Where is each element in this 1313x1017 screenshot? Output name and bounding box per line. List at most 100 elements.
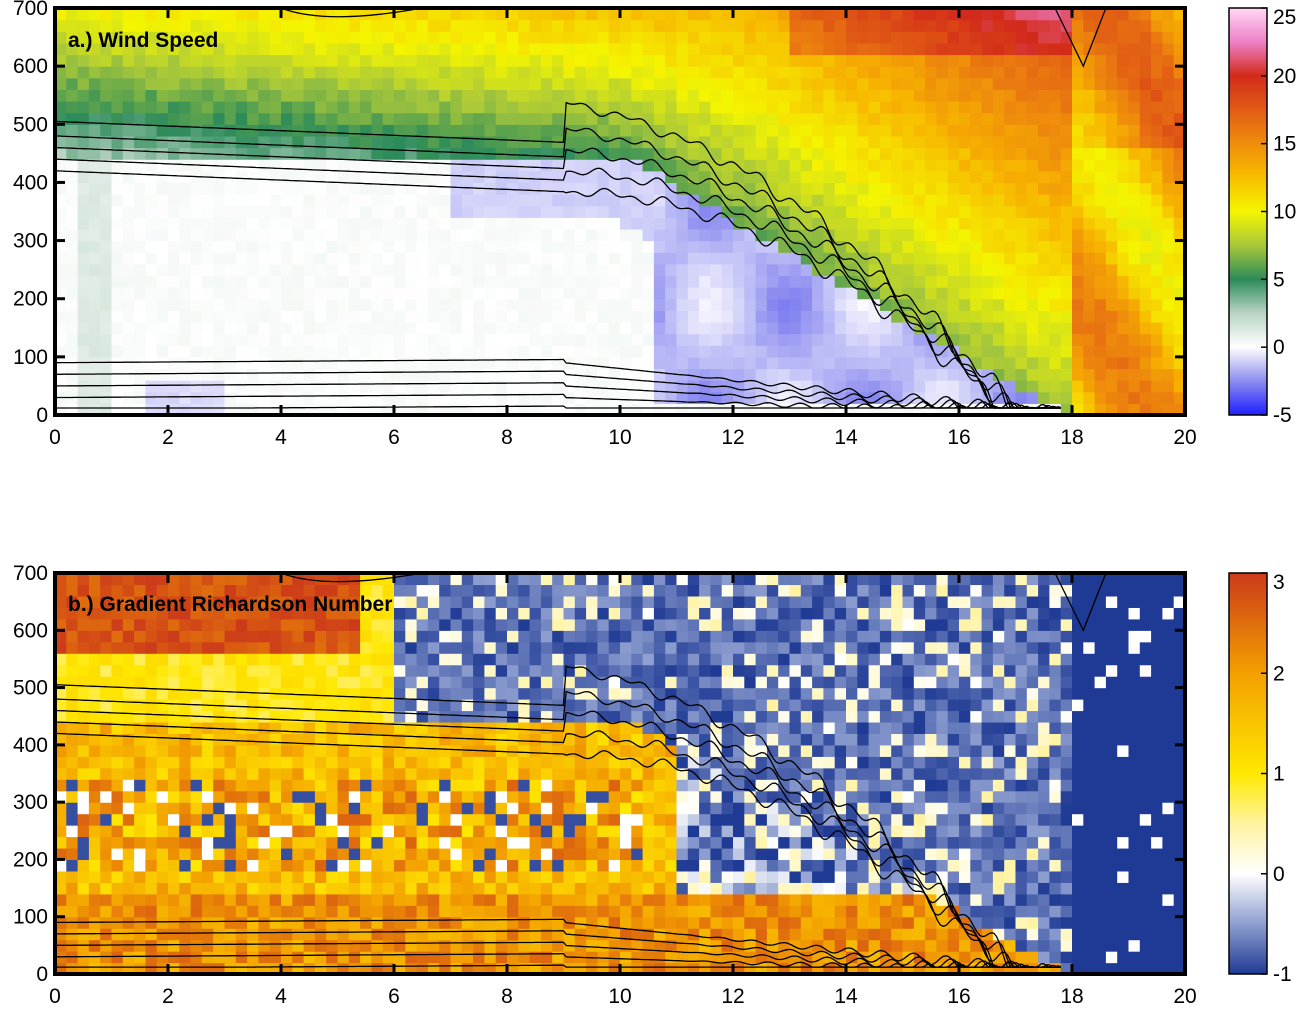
panel-richardson: 0 2 4 6 8 10 12 14 16 18 200100200300400500600700 … xyxy=(13,562,1292,1008)
heatmap-cell xyxy=(348,939,361,952)
heatmap-cell xyxy=(269,882,282,895)
heatmap-cell xyxy=(77,112,90,125)
heatmap-cell xyxy=(281,321,293,335)
heatmap-cell xyxy=(394,951,406,964)
heatmap-cell xyxy=(846,205,858,218)
heatmap-cell xyxy=(450,31,463,44)
heatmap-cell xyxy=(484,89,497,102)
heatmap-cell xyxy=(190,298,203,311)
heatmap-cell xyxy=(416,699,429,712)
heatmap-cell xyxy=(88,252,101,265)
heatmap-cell xyxy=(292,112,305,125)
x-tick-label: 2 xyxy=(162,426,174,449)
heatmap-cell xyxy=(1060,217,1073,230)
heatmap-cell xyxy=(281,870,293,883)
heatmap-cell xyxy=(1015,159,1028,172)
heatmap-cell xyxy=(665,275,678,288)
heatmap-cell xyxy=(281,391,293,404)
heatmap-cell xyxy=(597,135,610,149)
heatmap-cell xyxy=(77,802,90,815)
heatmap-cell xyxy=(1083,228,1096,242)
heatmap-cell xyxy=(145,147,158,160)
heatmap-cell xyxy=(1128,368,1141,381)
heatmap-cell xyxy=(314,939,327,952)
heatmap-cell xyxy=(77,101,90,114)
heatmap-cell xyxy=(427,710,440,723)
heatmap-cell xyxy=(1139,31,1152,44)
heatmap-cell xyxy=(382,368,395,381)
heatmap-cell xyxy=(450,170,463,184)
heatmap-cell xyxy=(427,159,440,172)
heatmap-cell xyxy=(1015,66,1028,79)
heatmap-cell xyxy=(111,77,124,90)
heatmap-cell xyxy=(326,124,339,137)
heatmap-cell xyxy=(473,135,485,149)
heatmap-cell xyxy=(1128,170,1141,184)
heatmap-cell xyxy=(597,54,610,67)
heatmap-cell xyxy=(936,333,949,346)
heatmap-cell xyxy=(1083,159,1096,172)
heatmap-cell xyxy=(789,19,802,32)
heatmap-cell xyxy=(360,870,372,883)
heatmap-cell xyxy=(665,228,678,242)
heatmap-cell xyxy=(721,31,734,44)
heatmap-cell xyxy=(77,825,90,838)
heatmap-cell xyxy=(213,275,226,288)
heatmap-cell xyxy=(326,618,339,631)
heatmap-cell xyxy=(574,54,587,67)
heatmap-cell xyxy=(156,710,169,723)
heatmap-cell xyxy=(394,356,406,370)
heatmap-cell xyxy=(925,287,937,300)
heatmap-cell xyxy=(846,310,858,323)
heatmap-cell xyxy=(303,893,316,906)
heatmap-cell xyxy=(947,182,960,195)
heatmap-cell xyxy=(992,252,1005,265)
heatmap-cell xyxy=(122,310,135,323)
heatmap-cell xyxy=(529,159,542,172)
heatmap-cell xyxy=(495,8,508,21)
heatmap-cell xyxy=(77,31,90,44)
heatmap-cell xyxy=(360,744,372,757)
heatmap-cell xyxy=(936,124,949,137)
heatmap-cell xyxy=(134,767,146,780)
heatmap-cell xyxy=(134,687,146,700)
heatmap-cell xyxy=(303,664,316,677)
heatmap-cell xyxy=(1128,252,1141,265)
heatmap-cell xyxy=(122,584,135,597)
heatmap-cell xyxy=(1162,159,1175,172)
heatmap-cell xyxy=(868,159,881,172)
heatmap-cell xyxy=(778,298,791,311)
heatmap-cell xyxy=(405,205,418,218)
heatmap-cell xyxy=(846,380,858,393)
heatmap-cell xyxy=(179,618,192,631)
heatmap-cell xyxy=(766,66,779,79)
heatmap-cell xyxy=(258,263,271,277)
heatmap-cell xyxy=(676,31,689,44)
heatmap-cell xyxy=(834,333,847,346)
heatmap-cell xyxy=(100,618,113,631)
heatmap-cell xyxy=(314,182,327,195)
heatmap-cell xyxy=(168,159,180,172)
heatmap-cell xyxy=(755,310,768,323)
heatmap-cell xyxy=(66,790,79,803)
heatmap-cell xyxy=(461,687,474,700)
heatmap-cell xyxy=(281,356,293,370)
heatmap-cell xyxy=(235,298,248,311)
heatmap-cell xyxy=(484,618,497,631)
heatmap-cell xyxy=(213,380,226,393)
heatmap-cell xyxy=(258,19,271,32)
heatmap-cell xyxy=(970,205,983,218)
heatmap-cell xyxy=(303,802,316,815)
heatmap-cell xyxy=(201,870,214,883)
heatmap-cell xyxy=(168,275,180,288)
heatmap-cell xyxy=(563,135,576,149)
heatmap-cell xyxy=(687,66,700,79)
heatmap-cell xyxy=(292,928,305,941)
heatmap-cell xyxy=(857,275,870,288)
heatmap-cell xyxy=(224,710,237,723)
heatmap-cell xyxy=(981,101,994,114)
heatmap-cell xyxy=(168,653,180,666)
heatmap-cell xyxy=(326,939,339,952)
heatmap-cell xyxy=(936,252,949,265)
heatmap-cell xyxy=(970,321,983,335)
